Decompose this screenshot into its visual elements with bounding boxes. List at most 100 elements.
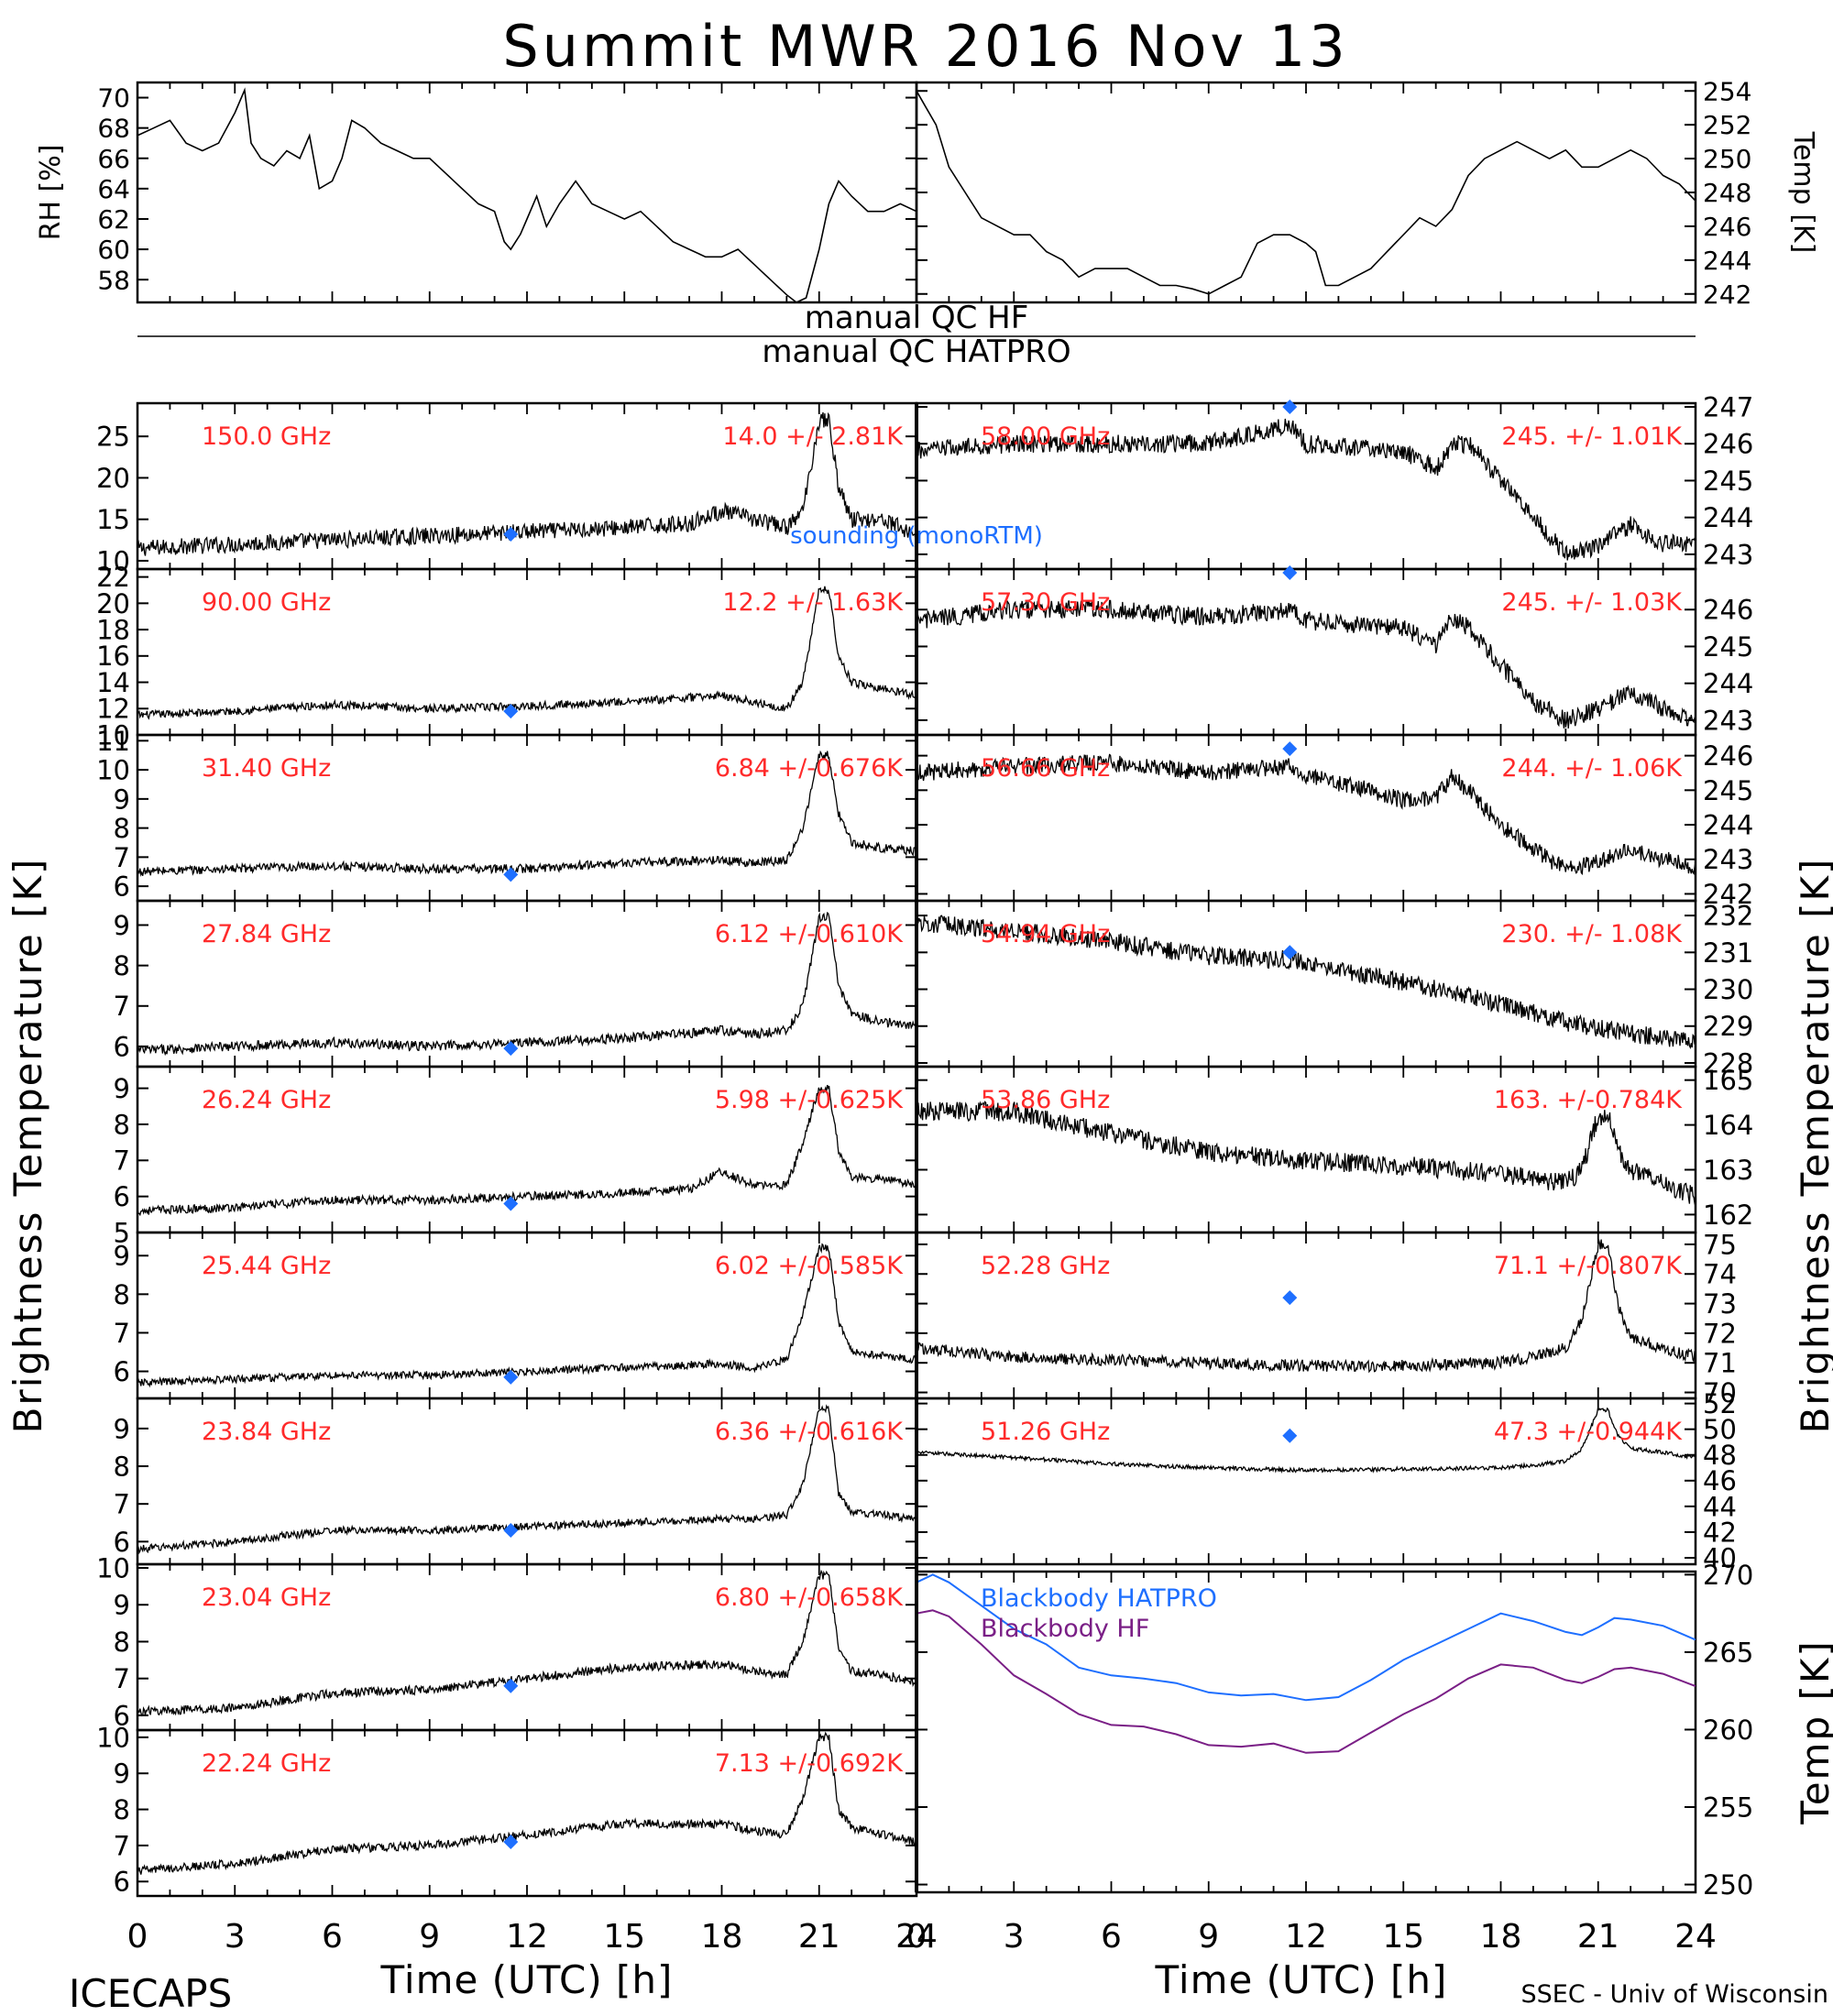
- bt-trace-line: [137, 586, 917, 720]
- bt-panel-ch2224: 6 7 8 9 10 22.24 GHz 7.13 +/-0.692K: [96, 1722, 918, 1898]
- y-tick-label: 7: [114, 1318, 130, 1349]
- y-tick-label: 60: [97, 235, 130, 265]
- x-tick-label: 6: [1101, 1918, 1122, 1956]
- stat-label: 7.13 +/-0.692K: [715, 1749, 904, 1778]
- y-tick-label: 244: [1703, 246, 1751, 276]
- sounding-marker: [1282, 945, 1298, 960]
- y-tick-label: 8: [114, 813, 130, 844]
- y-tick-label: 247: [1703, 391, 1753, 422]
- x-tick-label: 24: [1674, 1918, 1717, 1956]
- stat-label: 230. +/- 1.08K: [1501, 920, 1683, 948]
- y-tick-label: 246: [1703, 595, 1753, 626]
- blackbody-panel-ticks: 250 255 260 265 270: [916, 1560, 1753, 1901]
- x-tick-label: 0: [906, 1918, 927, 1956]
- y-tick-label: 246: [1703, 212, 1751, 242]
- x-tick-label: 9: [1198, 1918, 1219, 1956]
- y-tick-label: 246: [1703, 429, 1753, 460]
- y-tick-label: 7: [114, 1830, 130, 1861]
- y-tick-label: 6: [114, 1031, 130, 1062]
- right-bt-axis-label: Brightness Temperature [K]: [1793, 858, 1833, 1434]
- rh-series-line: [137, 87, 917, 303]
- x-tick-label: 18: [1480, 1918, 1522, 1956]
- y-tick-label: 20: [96, 463, 130, 494]
- y-tick-label: 6: [114, 1356, 130, 1387]
- y-tick-label: 74: [1703, 1259, 1737, 1290]
- bt-trace-line: [137, 1569, 917, 1717]
- x-tick-label: 24: [895, 1918, 938, 1956]
- bt-trace-line: [916, 915, 1696, 1050]
- y-tick-label: 9: [114, 1759, 130, 1790]
- x-axis-left: 0 3 6 9 12 15 18 21 24: [127, 1918, 938, 1956]
- y-tick-label: 10: [96, 1552, 130, 1583]
- y-tick-label: 64: [97, 174, 130, 204]
- y-tick-label: 8: [114, 1451, 130, 1482]
- y-tick-label: 8: [114, 1109, 130, 1140]
- y-tick-label: 6: [114, 1527, 130, 1558]
- y-tick-label: 7: [114, 1663, 130, 1694]
- bt-trace-line: [137, 911, 917, 1057]
- y-tick-label: 245: [1703, 775, 1753, 806]
- x-tick-label: 0: [127, 1918, 148, 1956]
- x-tick-label: 21: [798, 1918, 840, 1956]
- y-tick-label: 231: [1703, 937, 1753, 969]
- sounding-marker: [503, 1522, 519, 1538]
- frequency-label: 23.04 GHz: [202, 1583, 331, 1612]
- y-tick-label: 15: [96, 504, 130, 535]
- legend-hatpro: Blackbody HATPRO: [981, 1584, 1217, 1613]
- qc-hatpro-label: manual QC HATPRO: [762, 334, 1070, 370]
- y-tick-label: 11: [96, 726, 130, 757]
- x-tick-label: 6: [322, 1918, 343, 1956]
- y-tick-label: 255: [1703, 1791, 1753, 1823]
- y-tick-label: 9: [114, 1590, 130, 1621]
- y-tick-label: 50: [1703, 1414, 1737, 1445]
- y-tick-label: 244: [1703, 809, 1753, 840]
- y-tick-label: 70: [97, 83, 130, 114]
- x-tick-label: 12: [1285, 1918, 1327, 1956]
- bt-trace-line: [137, 1404, 917, 1555]
- y-tick-label: 163: [1703, 1155, 1753, 1186]
- footer-project: ICECAPS: [69, 1971, 232, 2016]
- frequency-label: 25.44 GHz: [202, 1252, 331, 1280]
- y-tick-label: 6: [114, 1700, 130, 1731]
- stat-label: 5.98 +/-0.625K: [715, 1086, 904, 1114]
- qc-hf-label: manual QC HF: [805, 300, 1029, 336]
- y-tick-label: 48: [1703, 1440, 1737, 1471]
- y-tick-label: 243: [1703, 844, 1753, 875]
- frequency-label: 52.28 GHz: [981, 1252, 1110, 1280]
- y-tick-label: 245: [1703, 631, 1753, 663]
- y-tick-label: 52: [1703, 1388, 1737, 1419]
- right-temp-axis-label: Temp [K]: [1793, 1639, 1833, 1825]
- sounding-marker: [503, 1196, 519, 1211]
- blackbody-panel: 250 255 260 265 270 Blackbody HATPRO Blackbo…: [915, 1560, 1753, 1901]
- y-tick-label: 7: [114, 842, 130, 873]
- y-tick-label: 72: [1703, 1318, 1737, 1349]
- y-tick-label: 70: [1703, 1377, 1737, 1408]
- y-tick-label: 58: [97, 265, 130, 295]
- x-tick-label: 18: [701, 1918, 743, 1956]
- sounding-marker: [503, 1369, 519, 1385]
- sounding-marker: [1282, 400, 1298, 415]
- y-tick-label: 246: [1703, 740, 1753, 772]
- stat-label: 6.80 +/-0.658K: [715, 1583, 904, 1612]
- y-tick-label: 242: [1703, 879, 1753, 910]
- x-tick-label: 9: [419, 1918, 440, 1956]
- stat-label: 71.1 +/-0.807K: [1494, 1252, 1683, 1280]
- y-tick-label: 20: [96, 588, 130, 619]
- stat-label: 244. +/- 1.06K: [1501, 754, 1683, 783]
- x-tick-label: 21: [1577, 1918, 1619, 1956]
- y-tick-label: 242: [1703, 279, 1751, 310]
- y-tick-label: 62: [97, 204, 130, 235]
- sounding-marker: [503, 1041, 519, 1057]
- x-axis-right: 0 3 6 9 12 15 18 21 24: [906, 1918, 1717, 1956]
- y-tick-label: 9: [114, 1073, 130, 1104]
- rh-axis-label: RH [%]: [35, 145, 67, 241]
- y-tick-label: 164: [1703, 1110, 1753, 1141]
- y-tick-label: 8: [114, 1279, 130, 1310]
- y-tick-label: 250: [1703, 144, 1751, 174]
- temp-axis-label-top: Temp [K]: [1787, 131, 1819, 254]
- y-tick-label: 7: [114, 1145, 130, 1177]
- y-tick-label: 25: [96, 422, 130, 453]
